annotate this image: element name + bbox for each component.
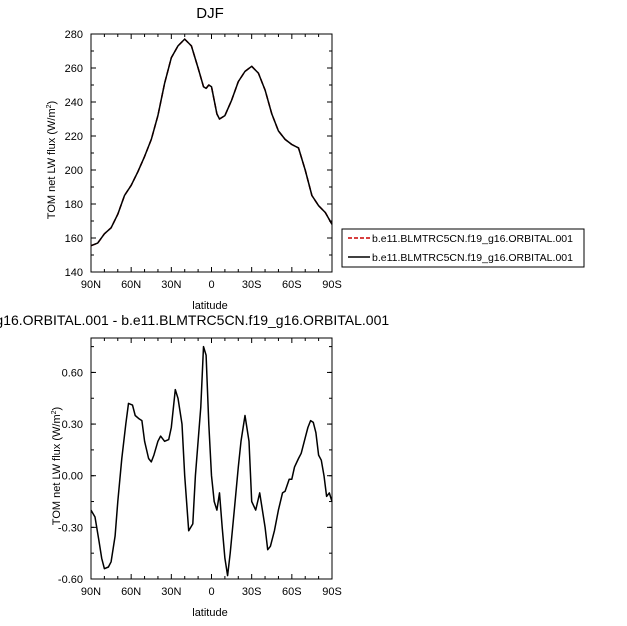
bottom-y-tick-label: 0.00 [62, 471, 83, 483]
top-y-tick-label: 240 [65, 97, 83, 109]
bottom-x-tick-label: 60S [282, 586, 302, 598]
top-y-tick-label: 160 [65, 233, 83, 245]
top-x-tick-label: 60S [282, 279, 302, 291]
legend: b.e11.BLMTRC5CN.f19_g16.ORBITAL.001 b.e1… [341, 228, 585, 268]
top-y-tick-label: 180 [65, 199, 83, 211]
bottom-x-tick-label: 30S [242, 586, 262, 598]
bottom-y-axis-label-sup: 2 [51, 410, 58, 414]
top-x-tick-label: 60N [121, 279, 141, 291]
bottom-series-line-1 [90, 345, 333, 577]
bottom-axes: 90N 60N 30N 0 30S 60S 90S -0.60 -0.30 0.00 0.30 0.6… [58, 338, 342, 598]
bottom-x-tick-label: 0 [208, 586, 214, 598]
top-x-tick-label: 90N [81, 279, 101, 291]
bottom-x-tick-label: 90S [322, 586, 342, 598]
top-y-axis-label-close: ) [46, 101, 58, 105]
top-y-tick-label: 220 [65, 131, 83, 143]
top-x-tick-label: 30S [242, 279, 262, 291]
top-axes: 90N 60N 30N 0 30S 60S 90S 140 160 180 200 220 240 260… [65, 29, 342, 291]
legend-label-1: b.e11.BLMTRC5CN.f19_g16.ORBITAL.001 [372, 233, 573, 245]
top-y-tick-label: 280 [65, 29, 83, 41]
bottom-y-tick-label: -0.30 [58, 522, 83, 534]
legend-label-2: b.e11.BLMTRC5CN.f19_g16.ORBITAL.001 [372, 252, 573, 264]
top-series-group [90, 38, 333, 247]
top-chart-title: DJF [196, 5, 224, 22]
top-x-axis-label: latitude [192, 300, 227, 312]
top-series-line-1 [90, 38, 333, 247]
top-x-tick-label: 30N [161, 279, 181, 291]
top-y-axis-label: TOM net LW flux (W/m2) [46, 101, 58, 219]
bottom-y-tick-label: 0.30 [62, 419, 83, 431]
bottom-y-axis-label-close: ) [51, 407, 63, 411]
bottom-x-tick-label: 60N [121, 586, 141, 598]
bottom-plot-area [90, 337, 333, 580]
top-y-tick-label: 260 [65, 63, 83, 75]
top-y-axis-label-sup: 2 [46, 104, 53, 108]
top-y-tick-label: 140 [65, 267, 83, 279]
top-series-line-2 [90, 38, 333, 247]
bottom-plot-frame [90, 337, 333, 580]
top-y-tick-label: 200 [65, 165, 83, 177]
bottom-series-group [90, 345, 333, 577]
bottom-x-axis-label: latitude [192, 607, 227, 619]
top-x-tick-label: 90S [322, 279, 342, 291]
top-panel: DJF 90N 60N 30N 0 30S 60S 90S 140 160 180 200 220 24… [46, 5, 585, 312]
bottom-x-tick-label: 90N [81, 586, 101, 598]
bottom-x-tick-label: 30N [161, 586, 181, 598]
bottom-panel: b.e11.BLMTRC5CN.f19_g16.ORBITAL.001 - b.… [0, 312, 389, 619]
bottom-y-axis-label: TOM net LW flux (W/m2) [51, 407, 63, 525]
bottom-y-tick-label: 0.60 [62, 367, 83, 379]
bottom-chart-title: b.e11.BLMTRC5CN.f19_g16.ORBITAL.001 - b.… [0, 312, 389, 328]
top-y-axis-label-main: TOM net LW flux (W/m [46, 108, 58, 219]
top-plot-area [90, 33, 333, 273]
bottom-y-axis-label-main: TOM net LW flux (W/m [51, 414, 63, 525]
bottom-y-tick-label: -0.60 [58, 574, 83, 586]
legend-box [341, 228, 585, 268]
top-plot-frame [90, 33, 333, 273]
top-x-tick-label: 0 [208, 279, 214, 291]
